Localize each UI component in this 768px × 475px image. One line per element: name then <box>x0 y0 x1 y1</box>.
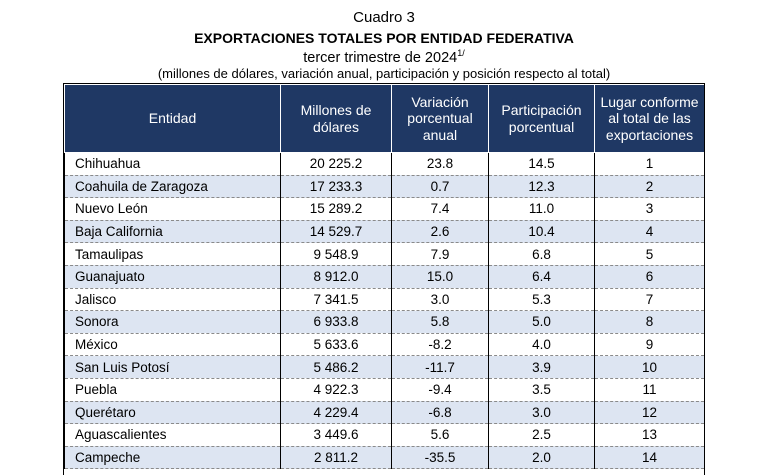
table-row: Jalisco 7 341.5 3.0 5.3 7 <box>64 288 705 312</box>
table-row: México 5 633.6 -8.2 4.0 9 <box>64 333 705 357</box>
cell-lugar: 10 <box>594 355 705 379</box>
cell-participacion: 2.5 <box>488 423 595 447</box>
cell-participacion: 5.3 <box>488 288 595 312</box>
cell-variacion: 3.0 <box>391 288 489 312</box>
cell-entidad: San Luis Potosí <box>64 355 281 379</box>
table-row: Aguascalientes 3 449.6 5.6 2.5 13 <box>64 423 705 447</box>
cell-millones: 7 341.5 <box>280 288 392 312</box>
cell-entidad: Sonora <box>64 310 281 334</box>
cell-lugar: 7 <box>594 288 705 312</box>
cell-variacion: 15.0 <box>391 265 489 289</box>
cell-millones: 3 449.6 <box>280 423 392 447</box>
cell-variacion: -9.4 <box>391 378 489 402</box>
period-text: tercer trimestre de 2024 <box>303 50 458 66</box>
cell-variacion: 5.8 <box>391 310 489 334</box>
cell-millones: 5 633.6 <box>280 333 392 357</box>
cell-participacion: 2.0 <box>488 446 595 470</box>
cell-participacion: 14.5 <box>488 152 595 176</box>
cell-entidad: Coahuila de Zaragoza <box>64 175 281 199</box>
cell-lugar: 3 <box>594 197 705 221</box>
cell-millones: 5 486.2 <box>280 355 392 379</box>
cell-lugar: 12 <box>594 401 705 425</box>
cell-participacion: 5.0 <box>488 310 595 334</box>
table-title: EXPORTACIONES TOTALES POR ENTIDAD FEDERA… <box>194 30 574 46</box>
cell-entidad: Jalisco <box>64 288 281 312</box>
cell-entidad: Tamaulipas <box>64 242 281 266</box>
table-row: Chihuahua 20 225.2 23.8 14.5 1 <box>64 152 705 176</box>
exports-table: Entidad Millones de dólares Variación po… <box>64 84 705 470</box>
cell-millones: 8 912.0 <box>280 265 392 289</box>
cell-lugar: 5 <box>594 242 705 266</box>
table-row: Sonora 6 933.8 5.8 5.0 8 <box>64 310 705 334</box>
table-row: Querétaro 4 229.4 -6.8 3.0 12 <box>64 401 705 425</box>
cell-participacion: 3.9 <box>488 355 595 379</box>
cell-millones: 14 529.7 <box>280 220 392 244</box>
cell-variacion: -35.5 <box>391 446 489 470</box>
cell-variacion: 7.4 <box>391 197 489 221</box>
cell-variacion: -11.7 <box>391 355 489 379</box>
cell-millones: 20 225.2 <box>280 152 392 176</box>
col-header-entidad: Entidad <box>64 84 281 153</box>
cell-participacion: 12.3 <box>488 175 595 199</box>
cell-participacion: 11.0 <box>488 197 595 221</box>
cell-entidad: Querétaro <box>64 401 281 425</box>
cell-lugar: 6 <box>594 265 705 289</box>
cell-lugar: 11 <box>594 378 705 402</box>
cell-variacion: -6.8 <box>391 401 489 425</box>
cell-variacion: 5.6 <box>391 423 489 447</box>
cell-millones: 4 922.3 <box>280 378 392 402</box>
cell-participacion: 6.8 <box>488 242 595 266</box>
cell-millones: 15 289.2 <box>280 197 392 221</box>
cell-lugar: 13 <box>594 423 705 447</box>
cell-variacion: 23.8 <box>391 152 489 176</box>
cell-participacion: 3.5 <box>488 378 595 402</box>
cell-variacion: 0.7 <box>391 175 489 199</box>
cell-millones: 2 811.2 <box>280 446 392 470</box>
table-row: Guanajuato 8 912.0 15.0 6.4 6 <box>64 265 705 289</box>
cell-millones: 6 933.8 <box>280 310 392 334</box>
col-header-variacion: Variación porcentual anual <box>391 84 489 153</box>
table-row: Puebla 4 922.3 -9.4 3.5 11 <box>64 378 705 402</box>
cell-lugar: 14 <box>594 446 705 470</box>
table-number: Cuadro 3 <box>353 9 415 26</box>
table-units: (millones de dólares, variación anual, p… <box>157 66 611 81</box>
header-row: Entidad Millones de dólares Variación po… <box>64 84 705 153</box>
cell-millones: 9 548.9 <box>280 242 392 266</box>
cell-participacion: 10.4 <box>488 220 595 244</box>
cell-millones: 17 233.3 <box>280 175 392 199</box>
table-row: Coahuila de Zaragoza 17 233.3 0.7 12.3 2 <box>64 175 705 199</box>
col-header-millones: Millones de dólares <box>280 84 392 153</box>
cell-variacion: -8.2 <box>391 333 489 357</box>
cell-lugar: 2 <box>594 175 705 199</box>
cell-entidad: Campeche <box>64 446 281 470</box>
cell-lugar: 8 <box>594 310 705 334</box>
col-header-participacion: Participación porcentual <box>488 84 595 153</box>
cell-entidad: Guanajuato <box>64 265 281 289</box>
table-row: Tamaulipas 9 548.9 7.9 6.8 5 <box>64 242 705 266</box>
cell-entidad: Nuevo León <box>64 197 281 221</box>
cell-lugar: 9 <box>594 333 705 357</box>
cell-participacion: 6.4 <box>488 265 595 289</box>
cell-millones: 4 229.4 <box>280 401 392 425</box>
cell-entidad: Aguascalientes <box>64 423 281 447</box>
table-row: Nuevo León 15 289.2 7.4 11.0 3 <box>64 197 705 221</box>
cell-variacion: 2.6 <box>391 220 489 244</box>
cell-variacion: 7.9 <box>391 242 489 266</box>
cell-entidad: Chihuahua <box>64 152 281 176</box>
table-row: San Luis Potosí 5 486.2 -11.7 3.9 10 <box>64 355 705 379</box>
col-header-lugar: Lugar conforme al total de las exportaci… <box>594 84 705 153</box>
table-row: Baja California 14 529.7 2.6 10.4 4 <box>64 220 705 244</box>
cell-participacion: 3.0 <box>488 401 595 425</box>
table-row: Campeche 2 811.2 -35.5 2.0 14 <box>64 446 705 470</box>
period-footnote-mark: 1/ <box>457 48 465 58</box>
cell-entidad: Puebla <box>64 378 281 402</box>
cell-lugar: 1 <box>594 152 705 176</box>
cell-entidad: Baja California <box>64 220 281 244</box>
cell-participacion: 4.0 <box>488 333 595 357</box>
table-period: tercer trimestre de 20241/ <box>0 48 768 66</box>
cell-entidad: México <box>64 333 281 357</box>
cell-lugar: 4 <box>594 220 705 244</box>
